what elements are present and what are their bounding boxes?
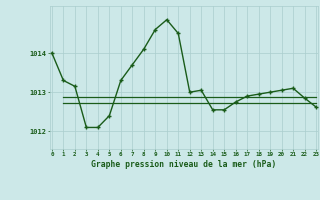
X-axis label: Graphe pression niveau de la mer (hPa): Graphe pression niveau de la mer (hPa) — [92, 160, 276, 169]
